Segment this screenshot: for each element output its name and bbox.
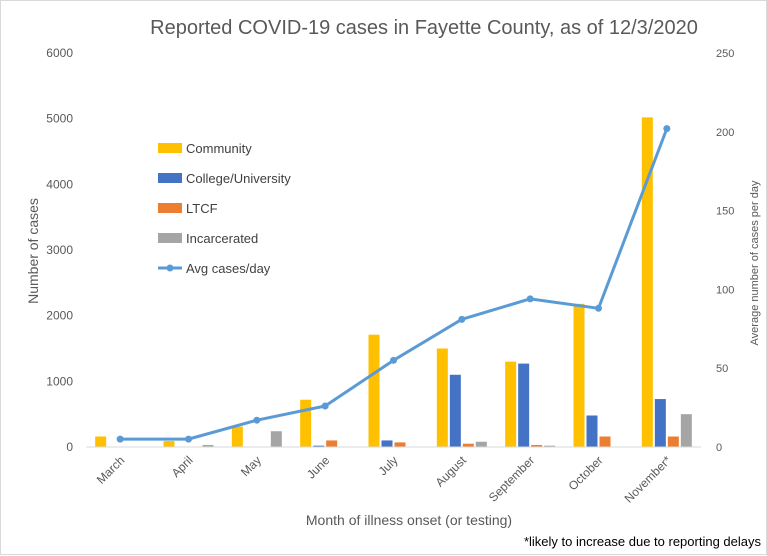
avg-line-series	[116, 125, 671, 443]
bar-community	[231, 426, 243, 447]
bar-college-university	[313, 445, 325, 447]
bar-incarcerated	[202, 445, 214, 447]
bar-incarcerated	[270, 431, 282, 447]
x-axis-label: Month of illness onset (or testing)	[306, 512, 512, 528]
legend-swatch-community	[158, 143, 182, 153]
y-tick-label: 0	[66, 440, 73, 454]
legend-label-college-university: College/University	[186, 171, 291, 186]
legend-marker-avg-cases-day	[166, 264, 174, 272]
avg-cases-point	[595, 304, 602, 312]
y2-tick-label: 200	[716, 127, 734, 139]
bar-community	[300, 399, 312, 447]
bar-college-university	[518, 363, 530, 447]
y-tick-label: 3000	[46, 243, 73, 257]
legend-label-community: Community	[186, 141, 252, 156]
y2-tick-label: 250	[716, 48, 734, 60]
x-tick-label: June	[304, 453, 333, 482]
x-tick-label: March	[94, 453, 127, 486]
y-tick-label: 6000	[46, 46, 73, 60]
y2-axis-label: Average number of cases per day	[749, 180, 761, 345]
y-tick-label: 5000	[46, 112, 73, 126]
x-tick-label: September	[486, 453, 537, 504]
x-tick-label: July	[376, 453, 401, 478]
bar-community	[368, 334, 380, 447]
bar-community	[505, 361, 517, 447]
x-tick-label: November*	[622, 453, 675, 506]
legend: Community College/University LTCF Incarcera…	[158, 141, 291, 276]
avg-cases-point	[253, 416, 261, 424]
x-tick-label: August	[433, 453, 470, 490]
avg-cases-point	[185, 435, 192, 443]
y-axis-label: Number of cases	[25, 198, 41, 304]
bar-community	[95, 436, 107, 447]
avg-cases-point	[390, 356, 397, 364]
legend-swatch-ltcf	[158, 203, 182, 213]
bar-college-university	[381, 440, 393, 447]
avg-cases-point	[458, 315, 466, 323]
legend-swatch-college-university	[158, 173, 182, 183]
bar-ltcf	[462, 443, 474, 447]
bar-ltcf	[599, 436, 611, 447]
avg-cases-point	[321, 402, 329, 410]
bar-community	[641, 117, 653, 447]
avg-cases-point	[526, 295, 534, 303]
bar-ltcf	[531, 445, 543, 447]
y-tick-label: 2000	[46, 309, 73, 323]
bar-ltcf	[667, 436, 679, 447]
bar-community	[163, 441, 175, 447]
legend-label-incarcerated: Incarcerated	[186, 231, 258, 246]
bar-college-university	[586, 415, 598, 447]
legend-label-avg-cases-day: Avg cases/day	[186, 261, 271, 276]
y2-tick-label: 50	[716, 363, 728, 375]
x-axis-ticks: March April May June July August September Octo…	[94, 453, 674, 506]
y-tick-label: 4000	[46, 177, 73, 191]
x-tick-label: October	[566, 453, 606, 493]
legend-swatch-incarcerated	[158, 233, 182, 243]
footnote: *likely to increase due to reporting del…	[524, 534, 762, 549]
y2-tick-label: 150	[716, 206, 734, 218]
y2-tick-label: 100	[716, 284, 734, 296]
bar-incarcerated	[680, 414, 692, 447]
avg-cases-point	[663, 125, 671, 133]
legend-label-ltcf: LTCF	[186, 201, 218, 216]
bar-incarcerated	[475, 441, 487, 447]
bar-ltcf	[326, 440, 338, 447]
bar-college-university	[449, 374, 461, 447]
right-axis-ticks: 0 50 100 150 200 250	[716, 48, 734, 454]
x-tick-label: May	[238, 453, 264, 479]
bar-community	[573, 303, 585, 447]
y2-tick-label: 0	[716, 442, 722, 454]
bar-incarcerated	[544, 445, 556, 447]
bar-ltcf	[394, 442, 406, 447]
y-tick-label: 1000	[46, 374, 73, 388]
bar-college-university	[654, 399, 666, 447]
chart-title: Reported COVID-19 cases in Fayette Count…	[150, 17, 698, 39]
bar-community	[436, 348, 448, 447]
x-tick-label: April	[169, 453, 196, 480]
avg-cases-point	[116, 435, 124, 443]
left-axis-ticks: 0 1000 2000 3000 4000 5000 6000	[46, 46, 73, 454]
bar-series	[95, 117, 692, 447]
